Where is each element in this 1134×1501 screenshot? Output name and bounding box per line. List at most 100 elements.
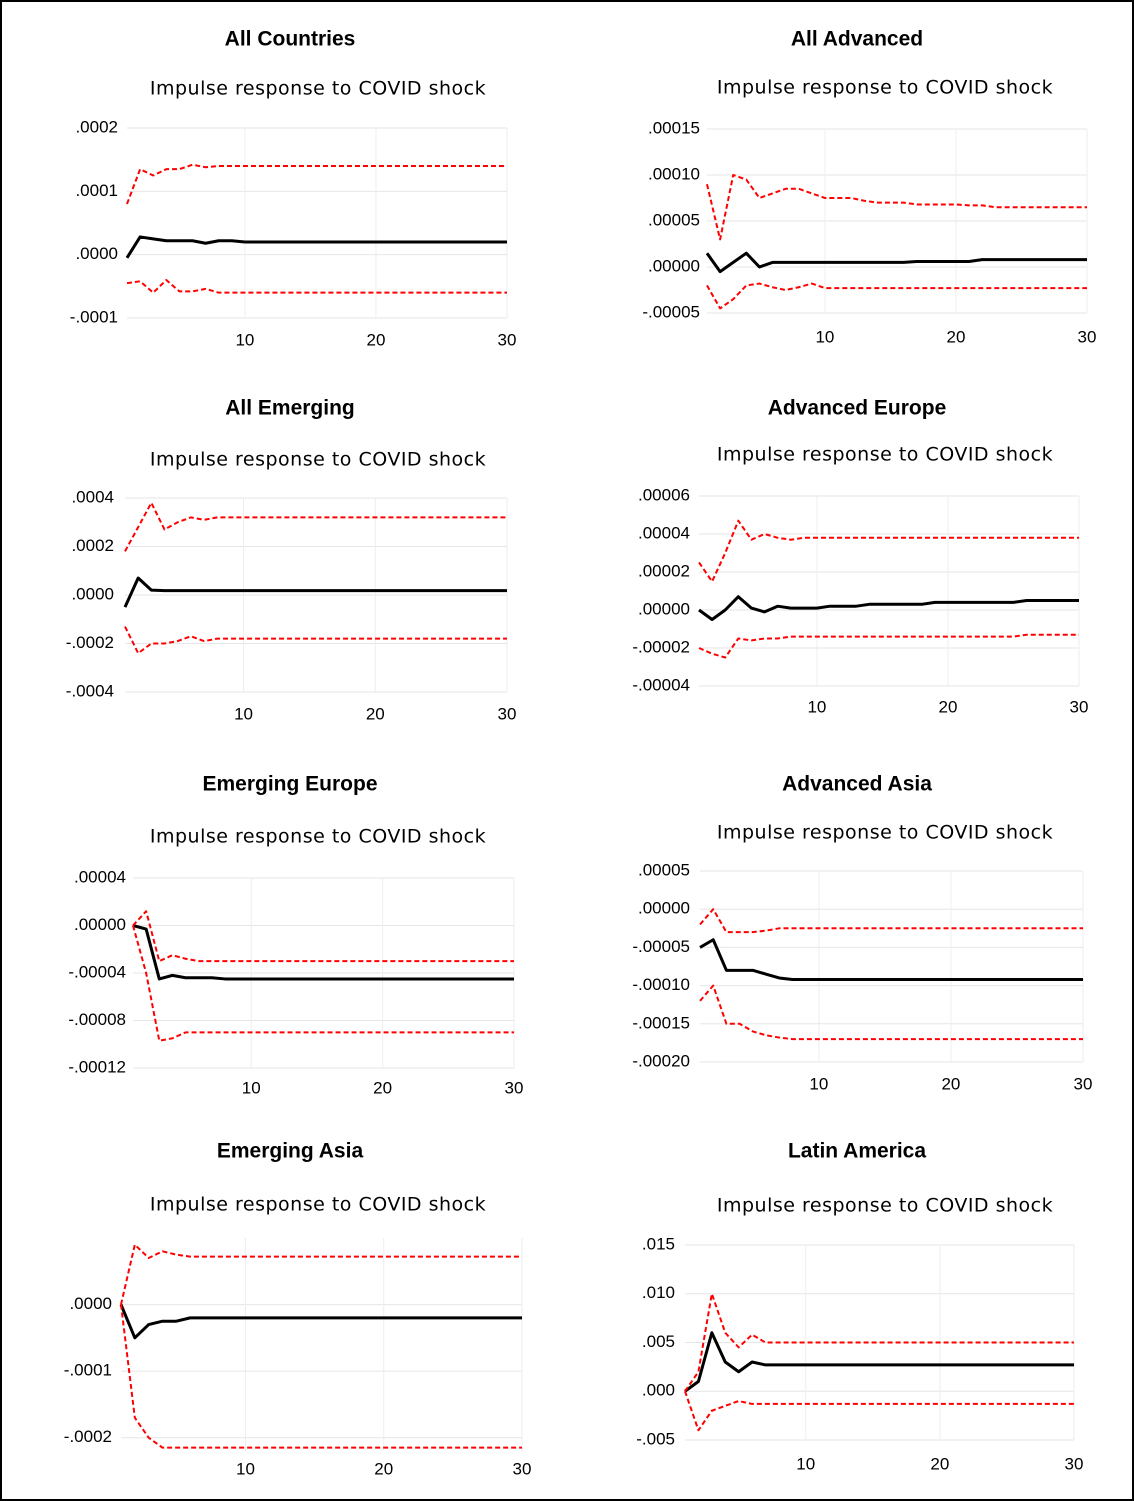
y-tick-label: .00015 <box>648 118 700 137</box>
y-tick-label: -.00015 <box>632 1013 690 1032</box>
x-tick-label: 30 <box>1074 1074 1093 1093</box>
band-line <box>699 908 1083 934</box>
y-tick-label: .00010 <box>648 164 700 183</box>
x-tick-label: 30 <box>498 704 517 723</box>
chart-subtitle: Impulse response to COVID shock <box>150 826 486 848</box>
chart-title: Emerging Asia <box>217 1140 364 1163</box>
x-tick-label: 10 <box>242 1078 261 1097</box>
y-tick-label: .00002 <box>638 561 690 580</box>
y-tick-label: .00000 <box>74 915 126 934</box>
panel: Advanced Europe Impulse response to COVID… <box>632 397 1088 717</box>
band-line <box>120 1243 522 1305</box>
band-line <box>124 626 507 655</box>
band-line <box>126 163 507 205</box>
y-tick-label: .0000 <box>69 1294 112 1313</box>
x-tick-label: 30 <box>1078 327 1097 346</box>
y-tick-label: -.00008 <box>68 1010 126 1029</box>
chart-title: Emerging Europe <box>202 773 377 796</box>
response-line <box>123 576 507 608</box>
y-tick-label: -.00010 <box>632 975 690 994</box>
chart-subtitle: Impulse response to COVID shock <box>150 78 486 100</box>
x-tick-label: 10 <box>234 704 253 723</box>
x-tick-label: 30 <box>1065 1454 1084 1473</box>
y-tick-label: .000 <box>642 1381 675 1400</box>
response-line <box>119 1303 522 1340</box>
band-line <box>706 174 1087 241</box>
panel: Emerging Asia Impulse response to COVID s… <box>64 1140 532 1479</box>
y-tick-label: .015 <box>642 1234 675 1253</box>
y-tick-label: .005 <box>642 1332 675 1351</box>
y-tick-label: -.00005 <box>632 937 690 956</box>
y-tick-label: .0002 <box>75 117 118 136</box>
x-tick-label: 30 <box>498 330 517 349</box>
panel: All Emerging Impulse response to COVID sh… <box>66 397 517 724</box>
y-tick-label: .0000 <box>75 244 118 263</box>
x-tick-label: 20 <box>930 1454 949 1473</box>
band-line <box>698 519 1079 583</box>
y-tick-label: -.0001 <box>64 1361 112 1380</box>
x-tick-label: 30 <box>1070 697 1089 716</box>
chart-subtitle: Impulse response to COVID shock <box>717 1195 1053 1217</box>
chart-title: Latin America <box>788 1140 926 1163</box>
y-tick-label: -.005 <box>636 1429 675 1448</box>
y-tick-label: -.00005 <box>642 302 700 321</box>
y-tick-label: -.0002 <box>64 1427 112 1446</box>
chart-title: All Advanced <box>791 28 923 51</box>
y-tick-label: .0002 <box>71 536 114 555</box>
chart-subtitle: Impulse response to COVID shock <box>717 77 1053 99</box>
panel: All Countries Impulse response to COVID s… <box>70 28 517 350</box>
chart-subtitle: Impulse response to COVID shock <box>717 444 1053 466</box>
response-line <box>698 595 1079 621</box>
chart-title: Advanced Asia <box>782 773 932 796</box>
chart-subtitle: Impulse response to COVID shock <box>717 822 1053 844</box>
y-tick-label: .010 <box>642 1283 675 1302</box>
x-tick-label: 20 <box>947 327 966 346</box>
y-tick-label: -.0002 <box>66 633 114 652</box>
chart-title: Advanced Europe <box>768 397 947 420</box>
chart-subtitle: Impulse response to COVID shock <box>150 1194 486 1216</box>
x-tick-label: 10 <box>235 330 254 349</box>
chart-subtitle: Impulse response to COVID shock <box>150 449 486 471</box>
panel: Emerging Europe Impulse response to COVID… <box>68 773 523 1098</box>
y-tick-label: -.0001 <box>70 307 118 326</box>
x-tick-label: 30 <box>513 1459 532 1478</box>
band-line <box>120 1304 522 1449</box>
y-tick-label: .0000 <box>71 584 114 603</box>
x-tick-label: 10 <box>807 697 826 716</box>
y-tick-label: .0001 <box>75 181 118 200</box>
chart-title: All Countries <box>225 28 356 51</box>
band-line <box>132 910 514 963</box>
panel: Latin America Impulse response to COVID s… <box>636 1140 1083 1474</box>
y-tick-label: -.00004 <box>632 675 690 694</box>
panel: Advanced Asia Impulse response to COVID s… <box>632 773 1092 1094</box>
x-tick-label: 20 <box>374 1459 393 1478</box>
response-line <box>132 924 514 981</box>
band-line <box>132 925 514 1042</box>
y-tick-label: .00005 <box>638 860 690 879</box>
y-tick-label: .00005 <box>648 210 700 229</box>
response-line <box>699 938 1083 981</box>
y-tick-label: .0004 <box>71 487 114 506</box>
x-tick-label: 20 <box>373 1078 392 1097</box>
y-tick-label: -.00020 <box>632 1051 690 1070</box>
x-tick-label: 20 <box>939 697 958 716</box>
x-tick-label: 30 <box>505 1078 524 1097</box>
y-tick-label: -.00012 <box>68 1057 126 1076</box>
x-tick-label: 20 <box>941 1074 960 1093</box>
x-tick-label: 10 <box>236 1459 255 1478</box>
y-tick-label: -.00004 <box>68 962 126 981</box>
response-line <box>125 235 507 259</box>
band-line <box>684 1292 1074 1392</box>
band-line <box>698 633 1079 659</box>
band-line <box>684 1390 1074 1432</box>
x-tick-label: 20 <box>367 330 386 349</box>
band-line <box>699 984 1083 1041</box>
y-tick-label: .00000 <box>638 599 690 618</box>
band-line <box>126 279 507 294</box>
y-tick-label: .00000 <box>648 256 700 275</box>
x-tick-label: 10 <box>796 1454 815 1473</box>
x-tick-label: 20 <box>366 704 385 723</box>
chart-title: All Emerging <box>225 397 355 420</box>
